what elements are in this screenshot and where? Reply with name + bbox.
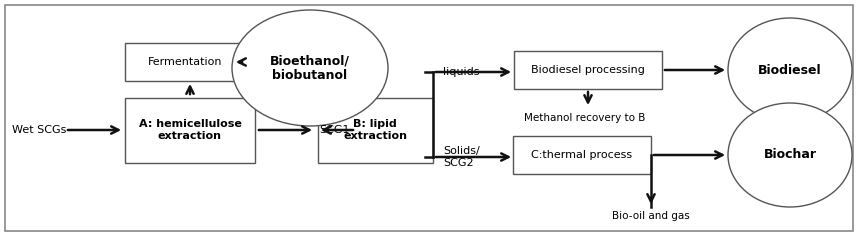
- Ellipse shape: [728, 103, 852, 207]
- FancyBboxPatch shape: [317, 97, 432, 163]
- Ellipse shape: [728, 18, 852, 122]
- Text: Biochar: Biochar: [764, 148, 817, 161]
- FancyBboxPatch shape: [125, 97, 255, 163]
- Text: Biodiesel processing: Biodiesel processing: [531, 65, 645, 75]
- Ellipse shape: [232, 10, 388, 126]
- Text: Bio-oil and gas: Bio-oil and gas: [612, 211, 690, 221]
- Text: Biodiesel: Biodiesel: [758, 63, 822, 76]
- Text: Bioethanol/
biobutanol: Bioethanol/ biobutanol: [270, 54, 350, 82]
- FancyBboxPatch shape: [514, 51, 662, 89]
- FancyBboxPatch shape: [125, 43, 245, 81]
- FancyBboxPatch shape: [513, 136, 651, 174]
- Text: B: lipid
extraction: B: lipid extraction: [343, 119, 407, 141]
- Text: Fermentation: Fermentation: [148, 57, 222, 67]
- Text: Wet SCGs: Wet SCGs: [12, 125, 66, 135]
- Text: Solids/
SCG2: Solids/ SCG2: [443, 146, 480, 168]
- Text: C:thermal process: C:thermal process: [531, 150, 632, 160]
- Text: Methanol recovery to B: Methanol recovery to B: [524, 113, 646, 123]
- Text: liquids: liquids: [443, 67, 480, 77]
- Text: A: hemicellulose
extraction: A: hemicellulose extraction: [138, 119, 241, 141]
- Text: SCG1: SCG1: [320, 125, 350, 135]
